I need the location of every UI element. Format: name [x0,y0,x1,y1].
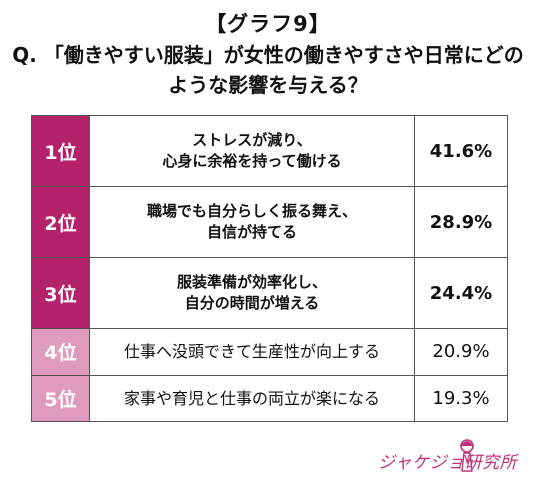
item-label-cell: 服装準備が効率化し、 自分の時間が増える [89,257,415,330]
brand-logo: ジャケジョ研究所 [378,438,528,474]
ranking-table: 1位 ストレスが減り、 心身に余裕を持って働ける 41.6% 2位 職場でも自分らしく振る… [31,114,508,423]
item-label-line: 仕事へ没頭できて生産性が向上する [123,342,380,362]
item-label-line: 服装準備が効率化し、 [176,273,327,292]
graph-label: 【グラフ9】 [205,12,331,36]
item-label-cell: 仕事へ没頭できて生産性が向上する [89,328,415,376]
table-row: 5位 家事や育児と仕事の両立が楽になる 19.3% [31,374,508,423]
percentage-value: 19.3% [414,374,508,423]
table-row: 3位 服装準備が効率化し、 自分の時間が増える 24.4% [31,257,508,330]
percentage-value: 41.6% [414,114,508,188]
table-row: 4位 仕事へ没頭できて生産性が向上する 20.9% [31,328,508,376]
rank-cell: 3位 [31,257,90,330]
woman-silhouette-icon [460,439,474,472]
item-label-line: 自信が持てる [206,223,297,242]
item-label-line: 心身に余裕を持って働ける [162,152,342,171]
percentage-value: 24.4% [414,257,508,330]
item-label-line: 自分の時間が増える [184,294,320,313]
rank-cell: 1位 [31,114,90,188]
item-label-cell: 職場でも自分らしく振る舞え、 自信が持てる [89,186,415,259]
item-label-cell: 家事や育児と仕事の両立が楽になる [89,374,415,423]
item-label-cell: ストレスが減り、心身に余裕を持って働ける [89,114,415,188]
logo-text: ジャケジョ研究所 [378,453,518,473]
item-label-line: 職場でも自分らしく振る舞え、 [146,202,357,221]
item-label-line: 家事や育児と仕事の両立が楽になる [123,388,380,408]
percentage-value: 28.9% [414,186,508,259]
table-row: 1位 ストレスが減り、 心身に余裕を持って働ける 41.6% [31,114,508,188]
rank-cell: 2位 [31,186,90,259]
rank-cell: 4位 [31,328,90,376]
table-row: 2位 職場でも自分らしく振る舞え、 自信が持てる 28.9% [31,186,508,259]
percentage-value: 20.9% [414,328,508,376]
question-title: Q. 「働きやすい服装」が女性の働きやすさや日常にどのような影響を与える？ [12,43,524,97]
item-label-line: ストレスが減り、 [192,131,312,150]
rank-cell: 5位 [31,374,90,423]
